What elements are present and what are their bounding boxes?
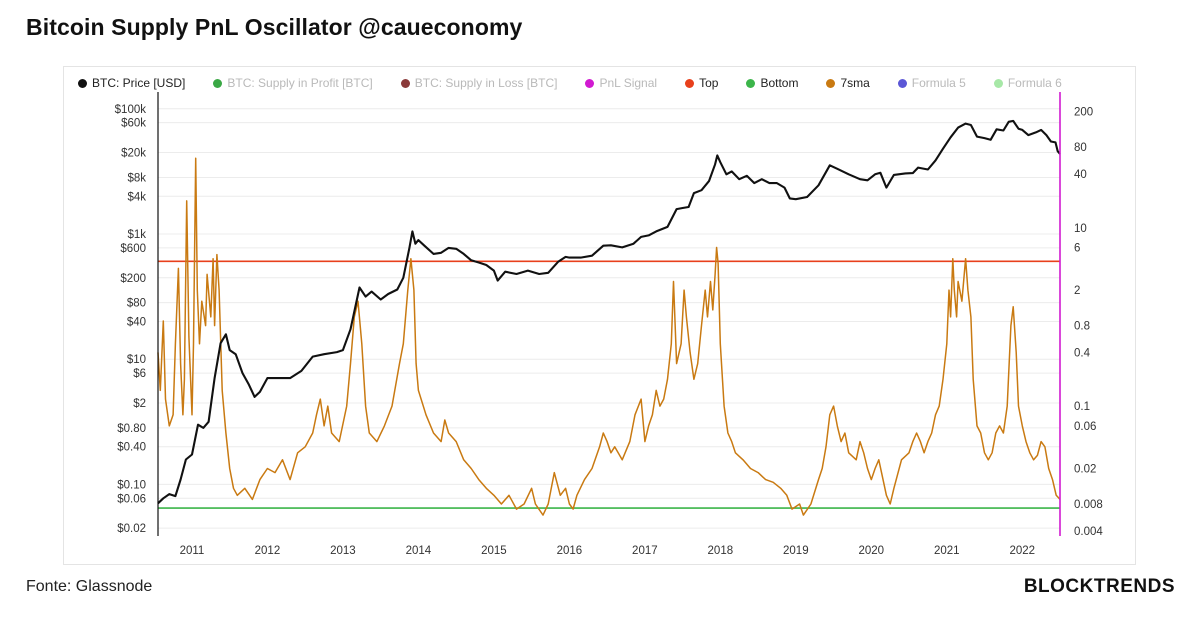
left-tick-label: $20k bbox=[121, 148, 146, 160]
right-tick-label: 40 bbox=[1074, 169, 1087, 181]
left-tick-label: $80 bbox=[127, 298, 146, 310]
right-tick-label: 6 bbox=[1074, 243, 1080, 255]
source-credit: Fonte: Glassnode bbox=[26, 578, 153, 595]
right-tick-label: 200 bbox=[1074, 107, 1093, 119]
legend-item-1[interactable]: BTC: Supply in Profit [BTC] bbox=[213, 76, 373, 90]
legend-label: Bottom bbox=[760, 76, 799, 90]
axis-layer: $100k $60k $20k $8k $4k $1k $600 $200 $80 $40 $10 $… bbox=[115, 92, 1103, 557]
left-tick-label: $100k bbox=[115, 104, 147, 116]
x-tick-label: 2018 bbox=[708, 545, 734, 557]
left-tick-label: $40 bbox=[127, 317, 146, 329]
x-tick-label: 2022 bbox=[1009, 545, 1035, 557]
right-tick-label: 10 bbox=[1074, 223, 1087, 235]
legend-item-3[interactable]: PnL Signal bbox=[585, 76, 657, 90]
legend-dot-icon bbox=[213, 78, 223, 88]
chart-legend: BTC: Price [USD] BTC: Supply in Profit [B… bbox=[78, 76, 1090, 90]
right-tick-label: 0.02 bbox=[1074, 463, 1096, 475]
legend-dot-icon bbox=[685, 78, 695, 88]
left-tick-label: $0.10 bbox=[117, 479, 146, 491]
left-tick-label: $1k bbox=[127, 229, 146, 241]
legend-dot-icon bbox=[993, 78, 1003, 88]
left-tick-label: $0.80 bbox=[117, 423, 146, 435]
legend-item-6[interactable]: 7sma bbox=[826, 76, 870, 90]
reference-lines bbox=[158, 260, 1060, 509]
chart-title: Bitcoin Supply PnL Oscillator @caueconom… bbox=[26, 14, 523, 40]
x-tick-label: 2012 bbox=[255, 545, 281, 557]
legend-dot-icon bbox=[826, 78, 836, 88]
x-tick-label: 2019 bbox=[783, 545, 809, 557]
legend-label: BTC: Price [USD] bbox=[92, 76, 186, 90]
right-tick-label: 0.004 bbox=[1074, 526, 1103, 538]
right-tick-label: 0.4 bbox=[1074, 347, 1091, 359]
x-tick-label: 2021 bbox=[934, 545, 960, 557]
x-tick-label: 2016 bbox=[557, 545, 583, 557]
legend-dot-icon bbox=[78, 78, 87, 88]
x-tick-label: 2015 bbox=[481, 545, 507, 557]
left-tick-label: $60k bbox=[121, 118, 146, 130]
legend-label: 7sma bbox=[840, 76, 870, 90]
grid-layer bbox=[158, 108, 1060, 529]
right-tick-label: 0.1 bbox=[1074, 401, 1090, 413]
left-tick-label: $6 bbox=[133, 368, 146, 380]
legend-item-0[interactable]: BTC: Price [USD] bbox=[78, 76, 185, 90]
x-tick-label: 2017 bbox=[632, 545, 658, 557]
legend-label: Formula 6 bbox=[1007, 76, 1062, 90]
left-tick-label: $200 bbox=[120, 273, 146, 285]
right-tick-label: 0.06 bbox=[1074, 421, 1096, 433]
legend-dot-icon bbox=[746, 78, 756, 88]
right-tick-label: 0.008 bbox=[1074, 499, 1103, 511]
left-tick-label: $10 bbox=[127, 354, 146, 366]
legend-item-2[interactable]: BTC: Supply in Loss [BTC] bbox=[400, 76, 558, 90]
x-tick-label: 2011 bbox=[180, 545, 205, 557]
btc-price-series-line bbox=[157, 119, 1061, 505]
legend-item-5[interactable]: Bottom bbox=[746, 76, 798, 90]
x-tick-label: 2014 bbox=[406, 545, 432, 557]
legend-dot-icon bbox=[897, 78, 907, 88]
legend-item-7[interactable]: Formula 5 bbox=[897, 76, 966, 90]
right-tick-label: 0.8 bbox=[1074, 321, 1090, 333]
legend-item-4[interactable]: Top bbox=[685, 76, 718, 90]
left-tick-label: $2 bbox=[133, 398, 146, 410]
legend-label: Formula 5 bbox=[911, 76, 966, 90]
left-tick-label: $600 bbox=[120, 243, 146, 255]
sma7-series-line bbox=[157, 157, 1061, 516]
right-tick-label: 2 bbox=[1074, 285, 1080, 297]
series-layer bbox=[157, 119, 1061, 516]
x-tick-label: 2013 bbox=[330, 545, 356, 557]
brand-logo: BLOCKTRENDS bbox=[1023, 576, 1175, 597]
legend-label: BTC: Supply in Profit [BTC] bbox=[227, 76, 373, 90]
legend-dot-icon bbox=[585, 78, 595, 88]
left-tick-label: $0.06 bbox=[117, 493, 146, 505]
right-tick-label: 80 bbox=[1074, 142, 1087, 154]
left-tick-label: $4k bbox=[127, 191, 146, 203]
left-tick-label: $0.40 bbox=[117, 442, 146, 454]
legend-label: PnL Signal bbox=[599, 76, 658, 90]
left-tick-label: $0.02 bbox=[117, 523, 146, 535]
legend-item-8[interactable]: Formula 6 bbox=[993, 76, 1062, 90]
legend-label: BTC: Supply in Loss [BTC] bbox=[414, 76, 558, 90]
legend-label: Top bbox=[699, 76, 719, 90]
x-tick-label: 2020 bbox=[859, 545, 885, 557]
left-tick-label: $8k bbox=[127, 172, 146, 184]
legend-dot-icon bbox=[400, 78, 410, 88]
